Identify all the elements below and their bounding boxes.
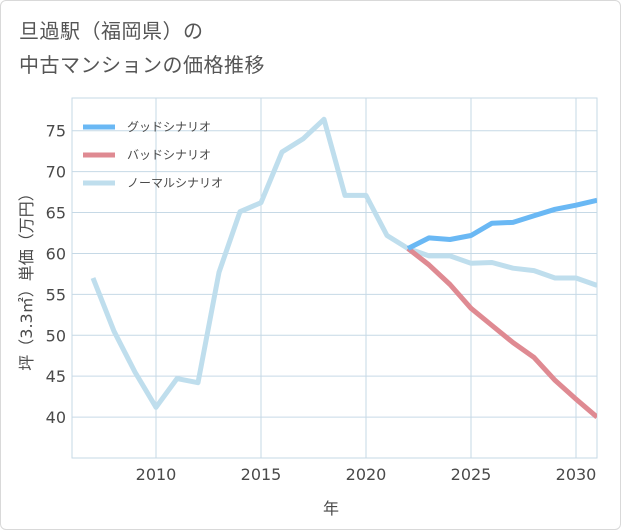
- title-line-2: 中古マンションの価格推移: [19, 53, 265, 77]
- legend-item-good[interactable]: グッドシナリオ: [83, 120, 211, 134]
- series-lines: [90, 116, 597, 419]
- title-line-1: 旦過駅（福岡県）の: [19, 19, 204, 43]
- y-tick-label: 70: [46, 163, 66, 182]
- y-tick-label: 65: [46, 204, 66, 223]
- x-tick-labels: 2010 2015 2020 2025 2030: [136, 465, 597, 484]
- legend-label-good: グッドシナリオ: [127, 120, 211, 134]
- y-tick-labels: 40 45 50 55 60 65 70 75: [46, 122, 66, 427]
- x-tick-label: 2010: [136, 465, 177, 484]
- legend-label-normal: ノーマルシナリオ: [127, 176, 223, 190]
- y-tick-label: 55: [46, 285, 66, 304]
- y-tick-label: 40: [46, 408, 66, 427]
- x-tick-label: 2020: [346, 465, 387, 484]
- y-tick-label: 45: [46, 367, 66, 386]
- x-tick-label: 2025: [451, 465, 492, 484]
- series-line-good: [406, 197, 597, 251]
- y-tick-label: 75: [46, 122, 66, 141]
- legend-label-bad: バッドシナリオ: [127, 148, 211, 162]
- x-tick-label: 2030: [556, 465, 597, 484]
- legend-item-normal[interactable]: ノーマルシナリオ: [83, 176, 223, 190]
- y-gridlines: [72, 130, 597, 418]
- series-line-normal: [90, 116, 597, 410]
- chart-title: 旦過駅（福岡県）の 中古マンションの価格推移: [19, 14, 265, 82]
- legend[interactable]: グッドシナリオ バッドシナリオ ノーマルシナリオ: [83, 120, 223, 190]
- x-tick-label: 2015: [241, 465, 282, 484]
- y-tick-label: 50: [46, 326, 66, 345]
- x-axis-label: 年: [323, 499, 339, 518]
- legend-item-bad[interactable]: バッドシナリオ: [83, 148, 211, 162]
- y-axis-label: 坪（3.3㎡）単価（万円）: [17, 185, 36, 370]
- series-line-bad: [406, 246, 597, 419]
- y-tick-label: 60: [46, 244, 66, 263]
